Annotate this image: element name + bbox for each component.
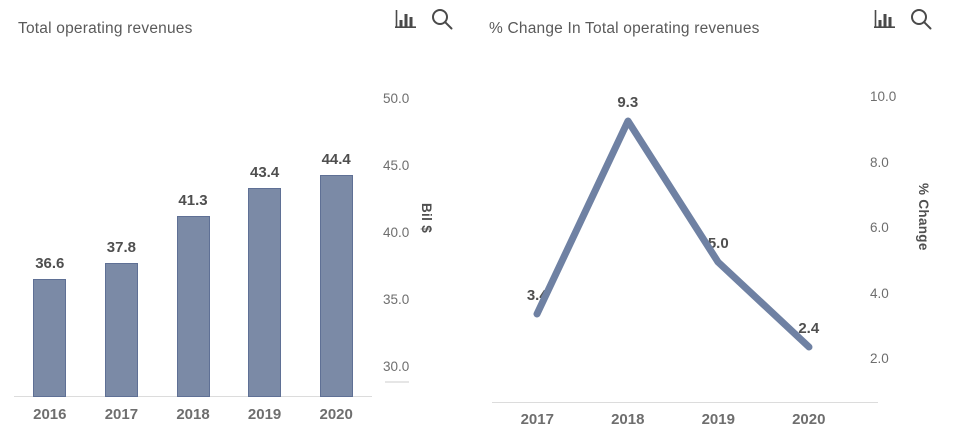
chart-title: Total operating revenues <box>18 20 193 37</box>
bar-chart-icon[interactable] <box>392 7 419 32</box>
y-axis-tick-label: 6.0 <box>870 220 889 236</box>
revenue-bar[interactable] <box>176 216 210 397</box>
line-path[interactable] <box>533 117 813 351</box>
x-axis-category-label: 2016 <box>33 406 67 423</box>
y-axis-tick-label: 30.0 <box>383 358 410 374</box>
pct-change-chart-panel: % Change In Total operating revenues 2.0… <box>479 0 958 437</box>
line-plot-area: 2.0 4.0 6.0 8.0 10.0 3.4 2017 9.3 2018 5.0 2019 2.4… <box>479 0 958 437</box>
axis-minor-tick <box>385 381 409 383</box>
x-axis-category-label: 2017 <box>520 411 554 428</box>
search-icon[interactable] <box>428 5 456 33</box>
y-axis-tick-label: 40.0 <box>383 224 410 240</box>
bar-value-label: 44.4 <box>321 150 351 168</box>
bar-value-label: 43.4 <box>249 164 280 182</box>
x-axis-category-label: 2018 <box>176 406 210 423</box>
revenue-bar[interactable] <box>33 279 67 397</box>
revenue-bar[interactable] <box>248 188 282 397</box>
revenue-bar[interactable] <box>319 174 353 397</box>
bar-chart-icon[interactable] <box>871 7 898 32</box>
bar-value-label: 36.6 <box>35 255 65 273</box>
chart-title: % Change In Total operating revenues <box>489 20 760 37</box>
pct-change-line-series[interactable] <box>479 0 958 437</box>
y-axis-tick-label: 45.0 <box>383 157 410 173</box>
y-axis-tick-label: 2.0 <box>870 351 889 367</box>
x-axis-category-label: 2019 <box>247 406 282 423</box>
x-axis-line <box>492 402 878 403</box>
revenue-chart-panel: Total operating revenues 30.0 35.0 40.0 45.… <box>14 5 456 423</box>
y-axis-title: Bil $ <box>419 203 434 234</box>
x-axis-category-label: 2017 <box>104 406 139 423</box>
y-axis-tick-label: 8.0 <box>870 154 889 170</box>
point-value-label: 2.4 <box>798 320 820 338</box>
x-axis-category-label: 2019 <box>701 411 735 428</box>
bar-value-label: 37.8 <box>106 239 136 257</box>
y-axis-title: % Change <box>916 183 931 251</box>
y-axis-tick-label: 10.0 <box>870 89 897 105</box>
x-axis-category-label: 2020 <box>319 406 353 423</box>
y-axis-tick-label: 35.0 <box>383 291 410 307</box>
chart-toolbar <box>392 5 456 33</box>
revenue-bar[interactable] <box>104 263 138 397</box>
point-value-label: 9.3 <box>617 94 639 112</box>
x-axis-category-label: 2020 <box>792 411 826 428</box>
search-icon[interactable] <box>907 5 935 33</box>
chart-toolbar <box>871 5 935 33</box>
bar-value-label: 41.3 <box>178 192 208 210</box>
x-axis-category-label: 2018 <box>611 411 645 428</box>
bar-plot-area: 30.0 35.0 40.0 45.0 50.0 36.6 2016 37.8 2017 41.3… <box>33 90 410 423</box>
y-axis-tick-label: 50.0 <box>383 90 410 106</box>
y-axis-tick-label: 4.0 <box>870 285 889 301</box>
